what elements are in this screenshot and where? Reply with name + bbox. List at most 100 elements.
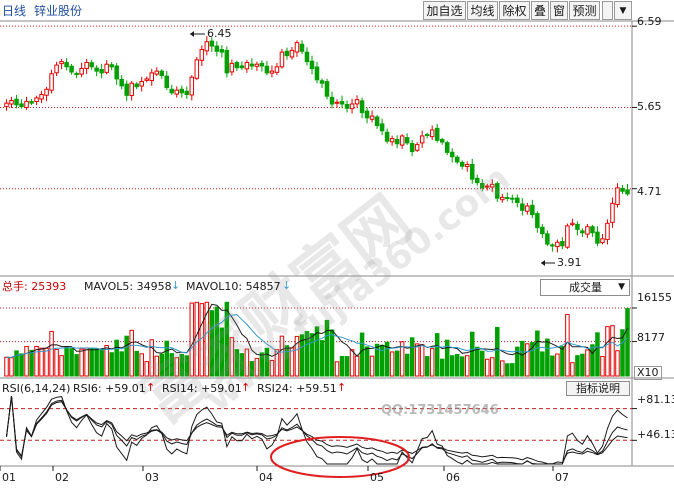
candle-body xyxy=(224,49,230,74)
mavol10-line xyxy=(6,314,628,359)
volume-bar xyxy=(515,346,520,377)
volume-bars xyxy=(4,301,630,377)
volume-bar xyxy=(480,350,485,377)
add-watchlist-button[interactable]: 加自选 xyxy=(423,1,466,20)
volume-unit-label: X10 xyxy=(634,366,662,380)
volume-bar xyxy=(209,310,215,377)
volume-indicator-select[interactable]: 成交量 ▼ xyxy=(540,279,630,296)
candle-body xyxy=(434,127,440,141)
volume-bar xyxy=(114,339,119,377)
volume-bar xyxy=(139,353,144,377)
volume-bar xyxy=(44,347,49,377)
candle-body xyxy=(124,83,129,96)
volume-bar xyxy=(304,331,310,377)
candle-body xyxy=(520,203,525,211)
mavol5-line xyxy=(6,303,628,359)
candle-body xyxy=(189,76,195,96)
candle-body xyxy=(495,183,500,199)
candle-body xyxy=(500,196,505,201)
candle-body xyxy=(575,223,580,230)
candle-body xyxy=(505,197,510,200)
volume-bar xyxy=(565,314,570,377)
candle-body xyxy=(314,66,320,81)
candle-body xyxy=(74,72,79,76)
candle-body xyxy=(429,129,435,138)
indicator-explain-button[interactable]: 指标说明 xyxy=(566,381,630,396)
volume-bar xyxy=(264,347,270,377)
candle-body xyxy=(490,183,495,188)
volume-bar xyxy=(485,358,490,377)
candle-body xyxy=(139,81,144,87)
candle-body xyxy=(79,68,84,75)
candle-body xyxy=(214,45,220,52)
volume-bar xyxy=(404,353,410,377)
candle-body xyxy=(184,90,190,95)
candle-body xyxy=(294,42,300,53)
candle-body xyxy=(264,65,270,74)
volume-bar xyxy=(64,347,69,377)
candle-body xyxy=(550,244,555,247)
candle-body xyxy=(9,100,14,105)
volume-bar xyxy=(239,353,245,377)
volume-bar xyxy=(29,349,34,377)
candle-body xyxy=(4,102,9,108)
toolbar-scroll-handle[interactable] xyxy=(602,1,613,20)
candle-body xyxy=(299,43,305,52)
volume-bar xyxy=(164,340,170,377)
candle-body xyxy=(364,110,370,119)
candle-body xyxy=(34,97,39,102)
window-button[interactable]: 窗 xyxy=(550,1,568,20)
x-axis-month: 06 xyxy=(446,471,460,484)
candle-body xyxy=(590,226,595,234)
overlay-button[interactable]: 叠 xyxy=(531,1,549,20)
candle-body xyxy=(284,50,290,57)
candle-body xyxy=(620,187,625,192)
volume-bar xyxy=(580,353,585,377)
candle-body xyxy=(319,80,325,84)
price-axis-label: 5.65 xyxy=(637,100,662,113)
x-axis-month: 03 xyxy=(145,471,159,484)
candle-body xyxy=(389,138,395,143)
predict-button[interactable]: 预测 xyxy=(569,1,600,20)
volume-bar xyxy=(615,350,620,377)
volume-bar xyxy=(14,350,19,377)
candle-body xyxy=(480,182,485,189)
candle-body xyxy=(349,103,355,110)
volume-bar xyxy=(505,363,510,377)
volume-bar xyxy=(610,325,615,377)
candle-body xyxy=(404,137,410,144)
volume-bar xyxy=(254,357,260,377)
candle-body xyxy=(344,104,350,109)
candle-body xyxy=(324,81,330,97)
candle-body xyxy=(164,75,170,89)
volume-bar xyxy=(510,363,515,377)
volume-bar xyxy=(434,333,440,377)
volume-bar xyxy=(244,348,250,377)
candle-body xyxy=(545,233,550,245)
candle-body xyxy=(580,230,585,234)
x-axis-month: 01 xyxy=(2,471,16,484)
volume-bar xyxy=(560,346,565,377)
mavol5-arrow-icon: ↓ xyxy=(171,279,181,292)
volume-bar xyxy=(495,326,500,377)
volume-bar xyxy=(104,344,109,377)
volume-bar xyxy=(399,341,405,377)
chart-title: 日线 锌业股份 xyxy=(2,2,90,20)
rsi24-up-arrow-icon: ↑ xyxy=(337,381,347,394)
stock-name[interactable]: 锌业股份 xyxy=(34,4,83,18)
candle-body xyxy=(475,177,480,184)
candle-body xyxy=(359,100,365,114)
rsi24-line xyxy=(6,395,628,465)
candle-body xyxy=(439,139,445,143)
volume-bar xyxy=(620,329,625,377)
volume-bar xyxy=(454,354,460,377)
volume-bar xyxy=(169,353,175,377)
price-axis-label: 4.71 xyxy=(637,185,662,198)
volume-bar xyxy=(34,345,39,377)
candle-body xyxy=(104,63,109,73)
volume-bar xyxy=(159,353,165,377)
toolbar-menu-button[interactable]: ▼ xyxy=(614,1,632,20)
ex-rights-button[interactable]: 除权 xyxy=(499,1,530,20)
moving-average-button[interactable]: 均线 xyxy=(467,1,498,20)
rsi6-up-arrow-icon: ↑ xyxy=(146,381,156,394)
